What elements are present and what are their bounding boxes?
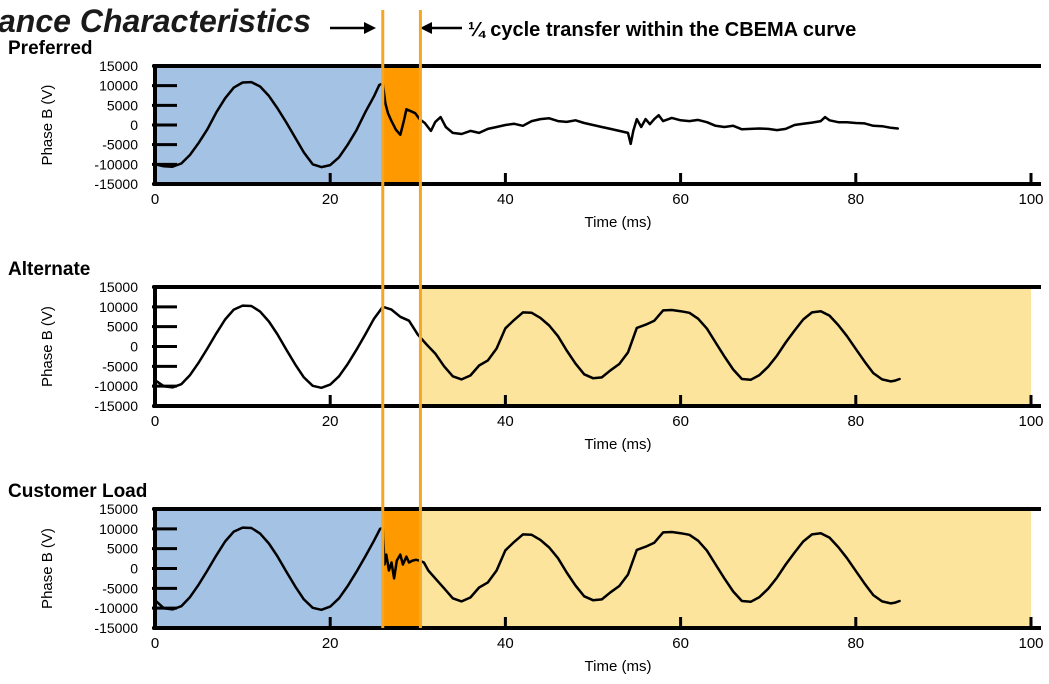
- x-tick-label: 100: [1018, 413, 1043, 430]
- x-tick-label: 20: [322, 191, 339, 208]
- y-tick-label: 5000: [107, 541, 138, 557]
- x-tick-label: 40: [497, 413, 514, 430]
- y-tick-label: 10000: [99, 521, 138, 537]
- chart-panel-0: Preferred 15000 10000 5000 0 -5000 -10000 -1500…: [8, 38, 1044, 231]
- x-tick-label: 60: [672, 635, 689, 652]
- x-tick-label: 80: [847, 635, 864, 652]
- y-axis-label: Phase B (V): [39, 85, 56, 166]
- x-tick-label: 80: [847, 191, 864, 208]
- transfer-annotation: ¼ cycle transfer within the CBEMA curve: [330, 19, 856, 41]
- series-line-0: [153, 304, 901, 390]
- y-tick-label: 10000: [99, 78, 138, 94]
- shaded-region-alternate_region: [420, 509, 1032, 628]
- y-tick-label: -5000: [102, 580, 138, 596]
- transfer-marker-lines: [381, 10, 422, 628]
- x-tick-label: 80: [847, 413, 864, 430]
- x-tick-label: 40: [497, 635, 514, 652]
- series-line-0: [153, 80, 900, 169]
- y-tick-label: -15000: [94, 620, 138, 636]
- charts-group: Preferred150001000050000-5000-10000-1500…: [8, 38, 1044, 675]
- y-tick-label: -15000: [94, 176, 138, 192]
- y-tick-label: 15000: [99, 279, 138, 295]
- chart-title: Alternate: [8, 259, 90, 280]
- y-tick-label: 10000: [99, 299, 138, 315]
- y-tick-label: -10000: [94, 600, 138, 616]
- x-tick-label: 60: [672, 413, 689, 430]
- right-arrowhead-icon: [420, 22, 432, 34]
- series-line-0: [153, 526, 901, 612]
- y-tick-label: -10000: [94, 378, 138, 394]
- y-axis-label: Phase B (V): [39, 306, 56, 387]
- y-tick-label: -5000: [102, 358, 138, 374]
- left-arrowhead-icon: [364, 22, 376, 34]
- x-tick-label: 40: [497, 191, 514, 208]
- y-tick-label: 0: [130, 561, 138, 577]
- shaded-region-alternate_region: [420, 287, 1032, 406]
- y-tick-label: 5000: [107, 97, 138, 113]
- x-axis-label: Time (ms): [585, 436, 652, 453]
- x-axis-label: Time (ms): [585, 214, 652, 231]
- y-axis-label: Phase B (V): [39, 528, 56, 609]
- x-tick-label: 20: [322, 413, 339, 430]
- shaded-region-preferred_region: [155, 509, 383, 628]
- x-tick-label: 0: [151, 413, 159, 430]
- x-tick-label: 100: [1018, 191, 1043, 208]
- x-tick-label: 20: [322, 635, 339, 652]
- y-tick-label: 5000: [107, 319, 138, 335]
- chart-title: Customer Load: [8, 481, 147, 502]
- x-axis-label: Time (ms): [585, 658, 652, 675]
- shaded-region-preferred_region: [155, 66, 383, 184]
- y-tick-label: 0: [130, 117, 138, 133]
- y-tick-label: -10000: [94, 156, 138, 172]
- x-tick-label: 0: [151, 635, 159, 652]
- y-tick-label: 15000: [99, 58, 138, 74]
- chart-title: Preferred: [8, 38, 93, 59]
- x-tick-label: 60: [672, 191, 689, 208]
- y-tick-label: -15000: [94, 398, 138, 414]
- x-tick-label: 100: [1018, 635, 1043, 652]
- x-tick-label: 0: [151, 191, 159, 208]
- page-title: ance Characteristics: [0, 3, 311, 39]
- transfer-annotation-text: ¼ cycle transfer within the CBEMA curve: [468, 19, 856, 41]
- y-tick-label: -5000: [102, 137, 138, 153]
- y-tick-label: 0: [130, 339, 138, 355]
- chart-panel-1: Alternate 15000 10000 5000 0 -5000 -10000 -1500…: [8, 259, 1044, 453]
- y-tick-label: 15000: [99, 501, 138, 517]
